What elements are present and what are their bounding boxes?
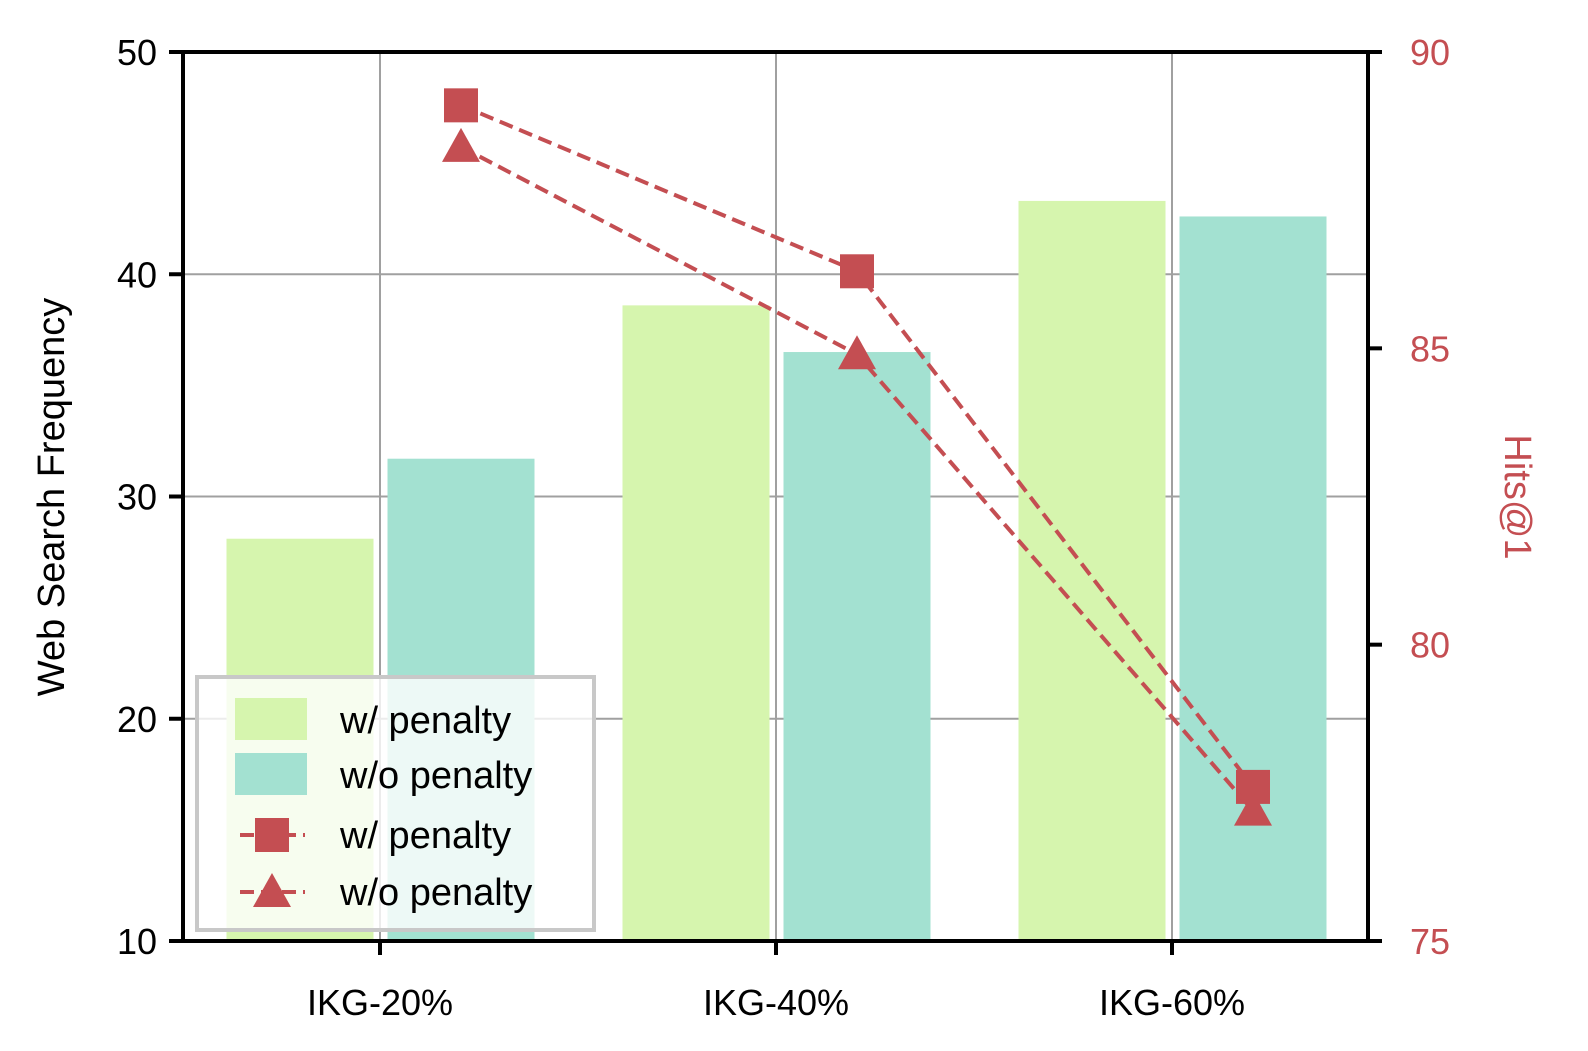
y-tick-label: 50 <box>117 32 157 73</box>
marker-triangle <box>442 127 480 162</box>
bar-w-penalty <box>622 305 770 941</box>
lines <box>442 88 1272 826</box>
legend-label: w/ penalty <box>339 700 511 742</box>
legend-marker-square <box>255 818 289 852</box>
legend-label: w/ penalty <box>339 815 511 857</box>
y-right-tick-label: 90 <box>1410 32 1450 73</box>
x-tick-label: IKG-40% <box>703 982 849 1023</box>
legend-label: w/o penalty <box>339 872 532 914</box>
marker-square <box>444 88 478 123</box>
legend-swatch-bar <box>235 753 307 795</box>
bar-w-penalty <box>1018 200 1166 942</box>
marker-triangle <box>838 335 876 370</box>
legend-label: w/o penalty <box>339 755 532 797</box>
x-tick-label: IKG-20% <box>307 982 453 1023</box>
y-right-tick-label: 80 <box>1410 625 1450 666</box>
bar-wo-penalty <box>783 352 931 942</box>
y-axis-right-label: Hits@1 <box>1496 434 1538 559</box>
legend-swatch-bar <box>235 698 307 740</box>
marker-square <box>840 254 874 289</box>
y-right-tick-label: 85 <box>1410 328 1450 369</box>
axes: 10 20 30 40 50 75 80 85 90 IKG-20% IKG-40% IKG-60% <box>117 32 1450 1023</box>
y-tick-label: 10 <box>117 921 157 962</box>
y-right-tick-label: 75 <box>1410 921 1450 962</box>
y-tick-label: 40 <box>117 254 157 295</box>
marker-triangle <box>1234 791 1272 826</box>
x-tick-label: IKG-60% <box>1099 982 1245 1023</box>
y-tick-label: 20 <box>117 699 157 740</box>
legend: w/ penalty w/o penalty w/ penalty w/o penal… <box>195 675 596 932</box>
y-tick-label: 30 <box>117 477 157 518</box>
legend-marker-triangle <box>253 873 291 907</box>
y-axis-label: Web Search Frequency <box>31 298 73 697</box>
bar-wo-penalty <box>1179 216 1327 942</box>
